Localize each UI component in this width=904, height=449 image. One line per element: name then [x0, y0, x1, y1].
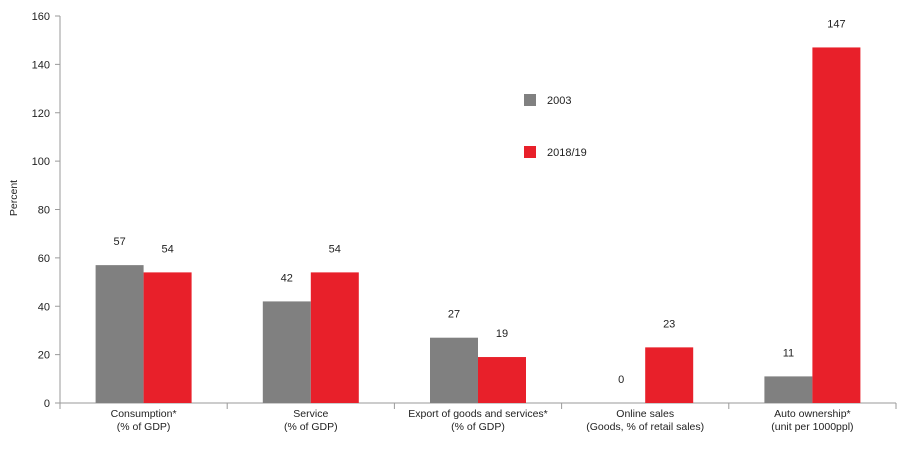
y-tick-label: 40 [38, 301, 50, 313]
x-category-label: Service (% of GDP) [284, 408, 338, 433]
legend: 2003 2018/19 [524, 94, 587, 159]
bar-series-2 [812, 47, 861, 403]
data-label: 42 [281, 272, 293, 284]
y-tick-label: 140 [32, 59, 50, 71]
y-tick-label: 0 [44, 398, 50, 410]
x-category-label: Export of goods and services* (% of GDP) [408, 408, 548, 433]
bar-series-2 [310, 272, 359, 403]
y-tick-label: 120 [32, 108, 50, 120]
data-label: 27 [448, 309, 460, 321]
data-label: 54 [161, 243, 173, 255]
bar-series-2 [143, 272, 192, 403]
legend-label: 2018/19 [547, 147, 587, 159]
data-label: 19 [496, 328, 508, 340]
legend-swatch [524, 94, 536, 106]
bar-series-2 [478, 357, 526, 403]
data-label: 54 [329, 243, 341, 255]
data-label: 11 [783, 347, 794, 359]
y-tick-label: 80 [38, 205, 50, 217]
data-label: 147 [827, 18, 845, 30]
x-axis: Consumption* (% of GDP) Service (% of GDP) E… [59, 402, 897, 433]
legend-swatch [524, 146, 536, 158]
y-tick-label: 100 [32, 156, 50, 168]
data-label: 23 [663, 318, 675, 330]
y-tick-label: 160 [32, 11, 50, 23]
bar-series-1 [430, 337, 478, 403]
data-label: 0 [618, 374, 624, 386]
x-category-label: Consumption* (% of GDP) [111, 408, 177, 433]
data-label: 57 [113, 236, 125, 248]
legend-label: 2003 [547, 95, 571, 107]
y-tick-label: 60 [38, 253, 50, 265]
y-tick-label: 20 [38, 350, 50, 362]
bar-series-2 [645, 347, 694, 403]
y-axis-label: Percent [8, 180, 20, 216]
bar-series-1 [764, 376, 813, 403]
bar-series-1 [95, 265, 144, 403]
bar-series-1 [262, 301, 311, 403]
x-category-label: Auto ownership* (unit per 1000ppl) [771, 408, 853, 433]
y-axis: 0 20 40 60 80 100 120 140 160 [32, 11, 61, 410]
x-category-label: Online sales (Goods, % of retail sales) [586, 408, 704, 433]
bars: 57 54 42 54 27 19 0 23 11 147 [95, 18, 861, 403]
